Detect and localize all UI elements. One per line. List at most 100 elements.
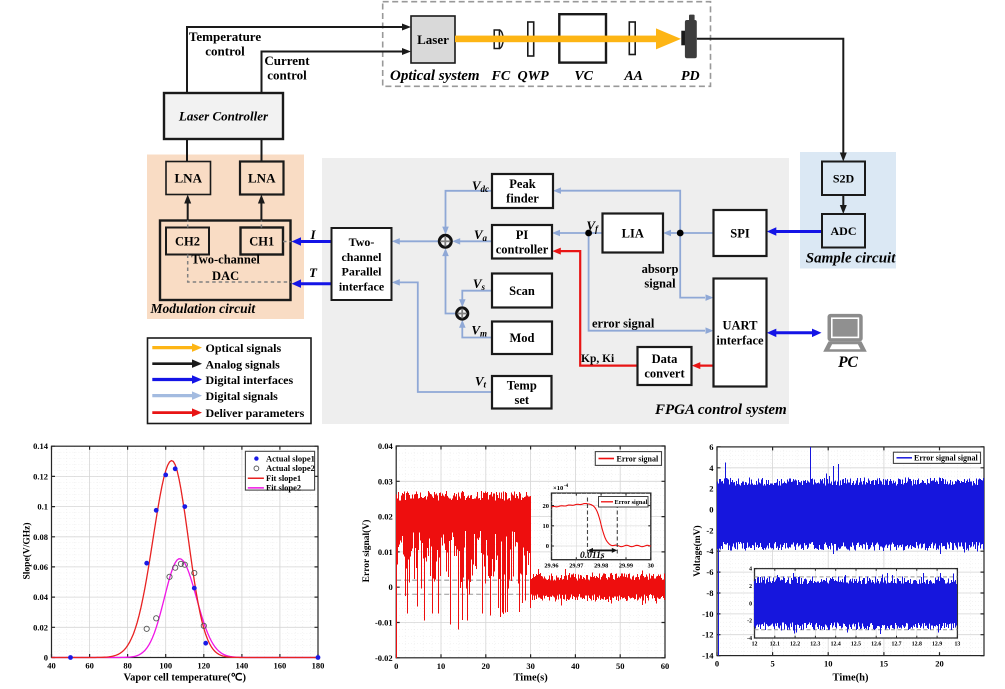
svg-text:12.1: 12.1 bbox=[770, 642, 780, 648]
svg-text:40: 40 bbox=[571, 661, 580, 671]
svg-text:VC: VC bbox=[574, 69, 593, 84]
svg-text:×10: ×10 bbox=[553, 485, 563, 492]
svg-text:15: 15 bbox=[880, 659, 889, 669]
svg-text:-4: -4 bbox=[564, 484, 569, 489]
svg-text:Sample circuit: Sample circuit bbox=[806, 251, 896, 267]
svg-text:0.08: 0.08 bbox=[33, 532, 48, 542]
svg-text:DAC: DAC bbox=[212, 269, 239, 283]
svg-text:CH2: CH2 bbox=[175, 234, 200, 248]
svg-text:absorp: absorp bbox=[642, 262, 679, 276]
svg-text:Voltage(mV): Voltage(mV) bbox=[692, 525, 703, 576]
svg-text:4: 4 bbox=[709, 463, 714, 473]
svg-text:Modulation circuit: Modulation circuit bbox=[150, 301, 257, 316]
svg-text:signal: signal bbox=[644, 277, 676, 291]
svg-text:controller: controller bbox=[496, 242, 549, 256]
svg-text:0: 0 bbox=[715, 659, 719, 669]
svg-text:Optical signals: Optical signals bbox=[206, 341, 282, 355]
svg-text:12.4: 12.4 bbox=[831, 642, 841, 648]
svg-text:-14: -14 bbox=[702, 651, 714, 661]
svg-text:20: 20 bbox=[935, 659, 944, 669]
svg-text:LNA: LNA bbox=[175, 171, 203, 186]
svg-text:40: 40 bbox=[47, 661, 56, 671]
svg-text:0.1: 0.1 bbox=[37, 502, 48, 512]
svg-text:0.04: 0.04 bbox=[378, 441, 394, 451]
svg-text:160: 160 bbox=[274, 661, 287, 671]
svg-text:Actual slope2: Actual slope2 bbox=[266, 463, 315, 473]
svg-text:10: 10 bbox=[824, 659, 833, 669]
svg-text:FC: FC bbox=[491, 69, 511, 84]
svg-text:-12: -12 bbox=[702, 630, 713, 640]
svg-text:-10: -10 bbox=[702, 609, 713, 619]
svg-text:UART: UART bbox=[723, 318, 759, 332]
svg-text:0.03: 0.03 bbox=[378, 476, 393, 486]
svg-text:ADC: ADC bbox=[831, 224, 857, 238]
svg-text:finder: finder bbox=[506, 192, 539, 206]
svg-text:12.8: 12.8 bbox=[912, 642, 922, 648]
svg-text:Time(s): Time(s) bbox=[513, 673, 548, 684]
svg-text:-0.01: -0.01 bbox=[375, 618, 393, 628]
svg-text:60: 60 bbox=[661, 661, 670, 671]
svg-text:120: 120 bbox=[197, 661, 210, 671]
svg-text:control: control bbox=[205, 44, 245, 59]
svg-text:6: 6 bbox=[709, 442, 713, 452]
svg-text:5: 5 bbox=[771, 659, 775, 669]
svg-text:-4: -4 bbox=[747, 636, 752, 642]
svg-text:4: 4 bbox=[749, 567, 752, 573]
svg-text:Error signal: Error signal bbox=[617, 454, 659, 463]
svg-text:20: 20 bbox=[543, 503, 550, 510]
svg-text:13: 13 bbox=[955, 642, 961, 648]
svg-text:-2: -2 bbox=[747, 619, 752, 625]
svg-text:80: 80 bbox=[123, 661, 132, 671]
svg-text:Error signal: Error signal bbox=[615, 499, 648, 506]
svg-text:Optical system: Optical system bbox=[390, 68, 480, 84]
svg-text:set: set bbox=[514, 393, 529, 407]
svg-text:SPI: SPI bbox=[730, 226, 750, 240]
svg-text:12.3: 12.3 bbox=[810, 642, 820, 648]
svg-text:AA: AA bbox=[623, 69, 643, 84]
svg-text:0: 0 bbox=[394, 661, 398, 671]
svg-text:S2D: S2D bbox=[833, 171, 855, 185]
svg-text:interface: interface bbox=[716, 333, 764, 347]
svg-text:0: 0 bbox=[388, 582, 392, 592]
svg-text:0: 0 bbox=[749, 601, 752, 607]
svg-text:QWP: QWP bbox=[518, 69, 550, 84]
svg-text:0.011s: 0.011s bbox=[580, 551, 605, 561]
svg-text:20: 20 bbox=[482, 661, 491, 671]
svg-text:PI: PI bbox=[516, 228, 529, 242]
svg-text:180: 180 bbox=[312, 661, 325, 671]
svg-text:29.96: 29.96 bbox=[544, 563, 558, 570]
svg-text:0.04: 0.04 bbox=[33, 592, 49, 602]
svg-text:Kp, Ki: Kp, Ki bbox=[581, 353, 615, 365]
svg-text:12.6: 12.6 bbox=[871, 642, 881, 648]
svg-text:0.01: 0.01 bbox=[378, 547, 393, 557]
svg-text:Two-: Two- bbox=[349, 235, 375, 249]
svg-text:10: 10 bbox=[543, 523, 550, 530]
svg-text:Deliver parameters: Deliver parameters bbox=[206, 406, 305, 420]
svg-text:Analog signals: Analog signals bbox=[206, 357, 281, 371]
svg-text:Error signal signal: Error signal signal bbox=[914, 454, 978, 463]
svg-text:PC: PC bbox=[838, 354, 858, 371]
svg-text:Parallel: Parallel bbox=[342, 265, 383, 279]
svg-text:29.97: 29.97 bbox=[569, 563, 583, 570]
svg-text:0: 0 bbox=[709, 505, 713, 515]
svg-text:12.2: 12.2 bbox=[790, 642, 800, 648]
svg-text:convert: convert bbox=[644, 367, 685, 381]
svg-text:2: 2 bbox=[709, 484, 713, 494]
svg-text:Temperature: Temperature bbox=[189, 29, 261, 44]
svg-text:12.5: 12.5 bbox=[851, 642, 861, 648]
svg-text:12: 12 bbox=[752, 642, 758, 648]
svg-text:10: 10 bbox=[437, 661, 446, 671]
svg-text:Laser: Laser bbox=[417, 32, 449, 47]
svg-text:control: control bbox=[267, 68, 307, 83]
svg-text:Temp: Temp bbox=[507, 378, 537, 392]
svg-text:100: 100 bbox=[159, 661, 172, 671]
svg-text:30: 30 bbox=[526, 661, 535, 671]
svg-text:Vapor cell temperature(℃): Vapor cell temperature(℃) bbox=[124, 672, 247, 684]
svg-text:Data: Data bbox=[652, 352, 678, 366]
svg-text:channel: channel bbox=[341, 250, 382, 264]
svg-text:50: 50 bbox=[616, 661, 625, 671]
svg-text:-0.02: -0.02 bbox=[375, 653, 393, 663]
svg-text:error signal: error signal bbox=[592, 317, 655, 331]
svg-text:Time(h): Time(h) bbox=[833, 673, 869, 684]
svg-text:LNA: LNA bbox=[248, 171, 276, 186]
